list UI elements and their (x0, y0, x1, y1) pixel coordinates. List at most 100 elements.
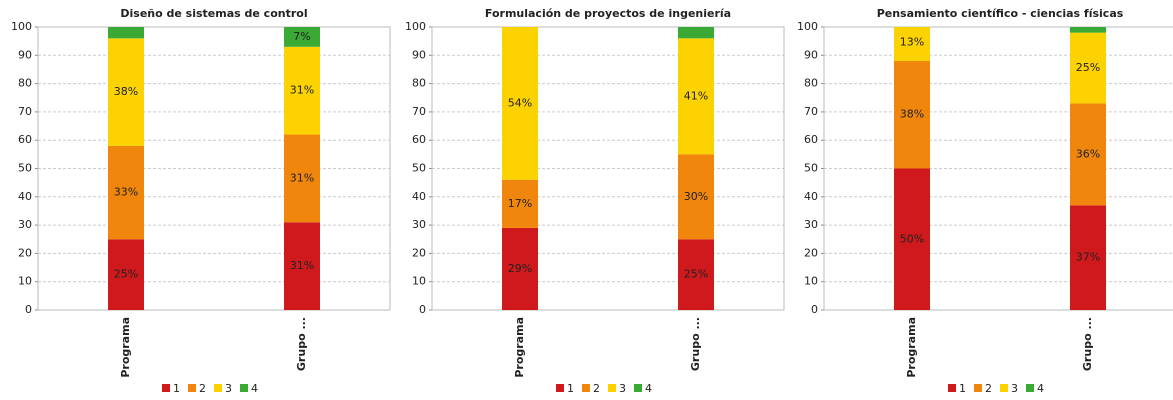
bar-segment (678, 239, 714, 310)
legend-label: 3 (1011, 382, 1018, 395)
bar-segment (284, 134, 320, 223)
bar-segment (502, 27, 538, 180)
data-label: 29% (508, 262, 532, 275)
legend-label: 4 (1037, 382, 1044, 395)
bar-segment (894, 60, 930, 169)
x-tick-label: Programa (905, 317, 918, 378)
data-label: 31% (290, 84, 314, 97)
y-tick-label: 10 (18, 275, 32, 288)
data-label: 37% (1076, 251, 1100, 264)
legend-swatch (240, 384, 248, 392)
chart-title: Formulación de proyectos de ingeniería (485, 7, 731, 20)
legend-label: 2 (199, 382, 206, 395)
legend-label: 1 (959, 382, 966, 395)
y-tick-label: 60 (18, 133, 32, 146)
legend-label: 2 (985, 382, 992, 395)
bar-segment (284, 46, 320, 135)
y-tick-label: 50 (804, 162, 818, 175)
bar-segment (678, 27, 714, 39)
y-tick-label: 20 (18, 246, 32, 259)
y-tick-label: 0 (25, 303, 32, 316)
chart-title: Pensamiento científico - ciencias física… (877, 7, 1124, 20)
y-tick-label: 20 (804, 246, 818, 259)
legend-swatch (948, 384, 956, 392)
legend-swatch (188, 384, 196, 392)
y-tick-label: 90 (804, 48, 818, 61)
y-tick-label: 80 (804, 77, 818, 90)
y-tick-label: 70 (18, 105, 32, 118)
data-label: 33% (114, 186, 138, 199)
y-tick-label: 70 (804, 105, 818, 118)
y-tick-label: 90 (412, 48, 426, 61)
y-tick-label: 30 (412, 218, 426, 231)
x-tick-label: Grupo ... (295, 317, 308, 371)
legend-label: 1 (567, 382, 574, 395)
legend-label: 4 (251, 382, 258, 395)
y-tick-label: 10 (804, 275, 818, 288)
y-tick-label: 10 (412, 275, 426, 288)
bar-segment (678, 38, 714, 155)
y-tick-label: 50 (18, 162, 32, 175)
legend-swatch (556, 384, 564, 392)
legend-swatch (162, 384, 170, 392)
x-tick-label: Grupo ... (1081, 317, 1094, 371)
data-label: 25% (1076, 61, 1100, 74)
y-tick-label: 40 (804, 190, 818, 203)
y-tick-label: 40 (18, 190, 32, 203)
data-label: 31% (290, 171, 314, 184)
y-tick-label: 50 (412, 162, 426, 175)
data-label: 36% (1076, 147, 1100, 160)
x-tick-label: Grupo ... (689, 317, 702, 371)
y-tick-label: 30 (804, 218, 818, 231)
bar-segment (678, 154, 714, 240)
legend-label: 1 (173, 382, 180, 395)
chart: Pensamiento científico - ciencias física… (797, 7, 1173, 395)
plot-frame (823, 26, 1173, 311)
legend-swatch (974, 384, 982, 392)
y-tick-label: 0 (811, 303, 818, 316)
data-label: 17% (508, 197, 532, 210)
bar-segment (108, 27, 144, 39)
bar-segment (1070, 27, 1106, 33)
bar-segment (284, 27, 320, 47)
data-label: 30% (684, 190, 708, 203)
data-label: 7% (293, 30, 310, 43)
data-label: 54% (508, 96, 532, 109)
bar-segment (502, 179, 538, 228)
y-tick-label: 100 (11, 20, 32, 33)
legend-label: 2 (593, 382, 600, 395)
bar-segment (108, 38, 144, 146)
bar-segment (108, 145, 144, 240)
y-tick-label: 70 (412, 105, 426, 118)
bar-segment (108, 239, 144, 310)
y-tick-label: 80 (412, 77, 426, 90)
legend-swatch (1000, 384, 1008, 392)
bar-segment (894, 27, 930, 61)
bar-segment (1070, 103, 1106, 206)
legend-swatch (608, 384, 616, 392)
data-label: 31% (290, 259, 314, 272)
x-tick-label: Programa (513, 317, 526, 378)
chart: Diseño de sistemas de control 0 10 20 30 40 50… (11, 7, 391, 395)
y-tick-label: 100 (797, 20, 818, 33)
legend-label: 3 (225, 382, 232, 395)
bar-segment (502, 227, 538, 310)
legend-label: 4 (645, 382, 652, 395)
legend-swatch (1026, 384, 1034, 392)
y-tick-label: 40 (412, 190, 426, 203)
legend-swatch (214, 384, 222, 392)
bar-segment (1070, 205, 1106, 310)
y-tick-label: 60 (804, 133, 818, 146)
data-label: 38% (114, 85, 138, 98)
bar-segment (894, 168, 930, 310)
y-tick-label: 90 (18, 48, 32, 61)
bars (108, 27, 320, 310)
data-label: 38% (900, 108, 924, 121)
chart-title: Diseño de sistemas de control (120, 7, 307, 20)
y-tick-label: 0 (419, 303, 426, 316)
bar-segment (1070, 32, 1106, 104)
y-tick-label: 20 (412, 246, 426, 259)
bars (894, 27, 1106, 310)
